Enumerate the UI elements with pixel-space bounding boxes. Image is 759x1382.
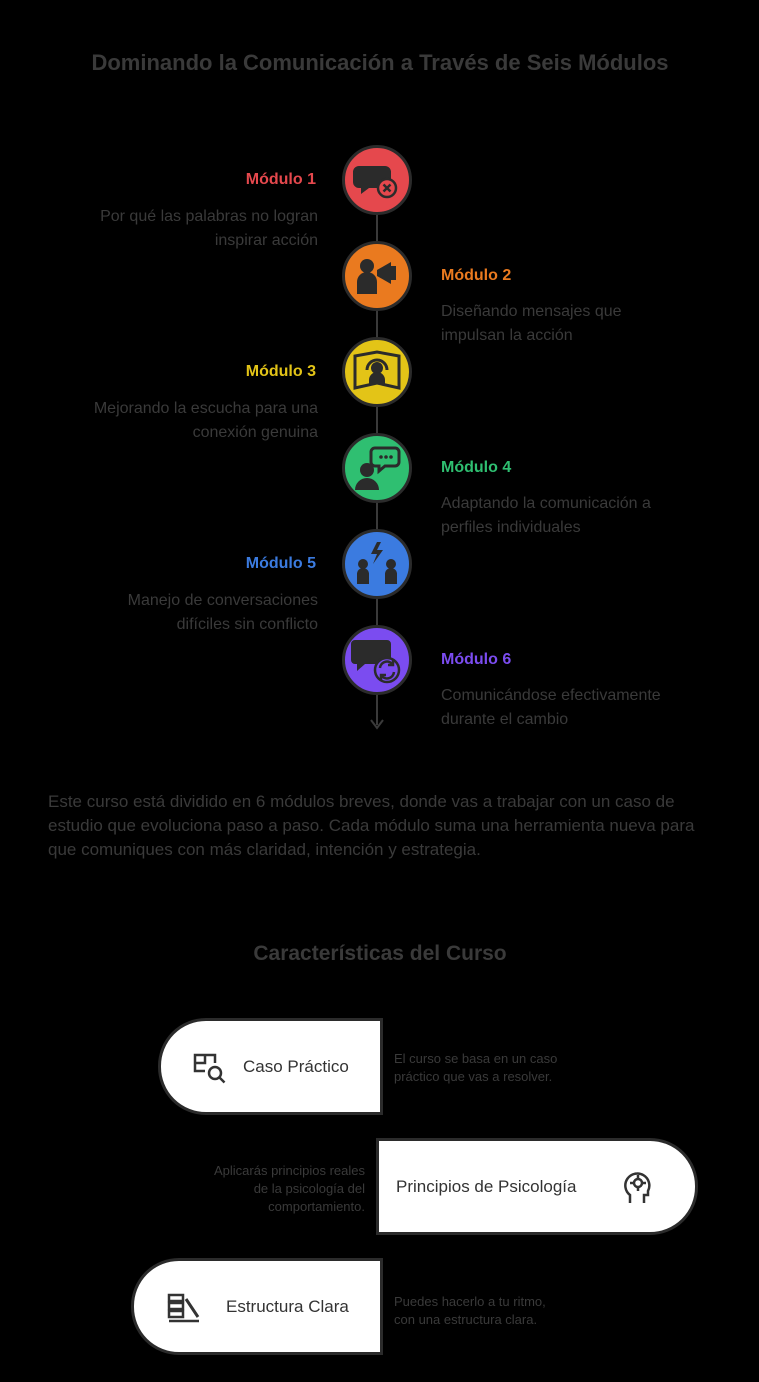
module-1-desc-line1: Por qué las palabras no logran	[100, 208, 318, 225]
module-2-node	[342, 241, 412, 311]
feature-1-note-line2: práctico que vas a resolver.	[394, 1069, 553, 1084]
person-chat-icon	[355, 446, 401, 490]
module-4-desc-line1: Adaptando la comunicación a	[441, 495, 651, 512]
module-6-node	[342, 625, 412, 695]
feature-card-estructura-clara: Estructura Clara	[131, 1258, 383, 1355]
feature-card-principios-psicologia: Principios de Psicología	[376, 1138, 698, 1235]
feature-3-note-line1: Puedes hacerlo a tu ritmo,	[394, 1294, 546, 1309]
module-6-desc-line1: Comunicándose efectivamente	[441, 687, 661, 704]
module-5-desc-line1: Manejo de conversaciones	[127, 592, 318, 609]
module-2-label: Módulo 2	[441, 267, 512, 284]
timeline-arrow-icon	[370, 719, 384, 730]
module-1-desc-line2: inspirar acción	[214, 232, 318, 249]
feature-3-note-line2: con una estructura clara.	[394, 1312, 538, 1327]
feature-1-label: Caso Práctico	[243, 1056, 349, 1076]
module-3-node	[342, 337, 412, 407]
course-description: Este curso está dividido en 6 módulos br…	[48, 792, 695, 859]
speech-bubble-x-icon	[353, 166, 398, 199]
blocks-structure-icon	[167, 1293, 200, 1322]
feature-2-label: Principios de Psicología	[396, 1176, 577, 1196]
feature-1-note-line1: El curso se basa en un caso	[394, 1051, 558, 1066]
feature-2-note-line3: comportamiento.	[268, 1199, 365, 1214]
module-4-desc-line2: perfiles individuales	[441, 519, 581, 536]
features-title: Características del Curso	[253, 942, 507, 965]
chat-refresh-icon	[351, 640, 401, 684]
conflict-people-icon	[357, 542, 397, 584]
module-4-label: Módulo 4	[441, 459, 512, 476]
module-2-desc-line1: Diseñando mensajes que	[441, 303, 622, 320]
module-6-label: Módulo 6	[441, 651, 512, 668]
module-2-desc-line2: impulsan la acción	[441, 327, 573, 344]
feature-2-note-line1: Aplicarás principios reales	[213, 1163, 365, 1178]
module-3-desc-line1: Mejorando la escucha para una	[93, 400, 318, 417]
module-5-desc-line2: difíciles sin conflicto	[176, 616, 318, 633]
head-gear-icon	[624, 1171, 652, 1203]
module-3-label: Módulo 3	[245, 363, 316, 380]
module-1-node	[342, 145, 412, 215]
module-1-label: Módulo 1	[245, 171, 316, 188]
page-title: Dominando la Comunicación a Través de Se…	[91, 50, 669, 75]
module-5-label: Módulo 5	[245, 555, 316, 572]
puzzle-search-icon	[193, 1053, 226, 1083]
module-5-node	[342, 529, 412, 599]
headset-book-icon	[353, 350, 401, 390]
feature-3-label: Estructura Clara	[226, 1296, 349, 1316]
module-6-desc-line2: durante el cambio	[441, 711, 569, 728]
module-3-desc-line2: conexión genuina	[192, 424, 318, 441]
feature-card-caso-practico: Caso Práctico	[158, 1018, 383, 1115]
megaphone-person-icon	[357, 259, 396, 294]
module-4-node	[342, 433, 412, 503]
feature-2-note-line2: de la psicología del	[253, 1181, 365, 1196]
